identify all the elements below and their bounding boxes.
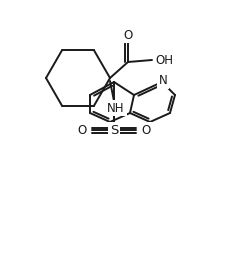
Text: N: N <box>158 74 167 87</box>
Text: O: O <box>123 28 132 41</box>
Text: S: S <box>109 123 118 136</box>
Text: NH: NH <box>107 102 124 115</box>
Text: OH: OH <box>154 54 172 67</box>
Text: O: O <box>141 123 150 136</box>
Text: O: O <box>77 123 86 136</box>
